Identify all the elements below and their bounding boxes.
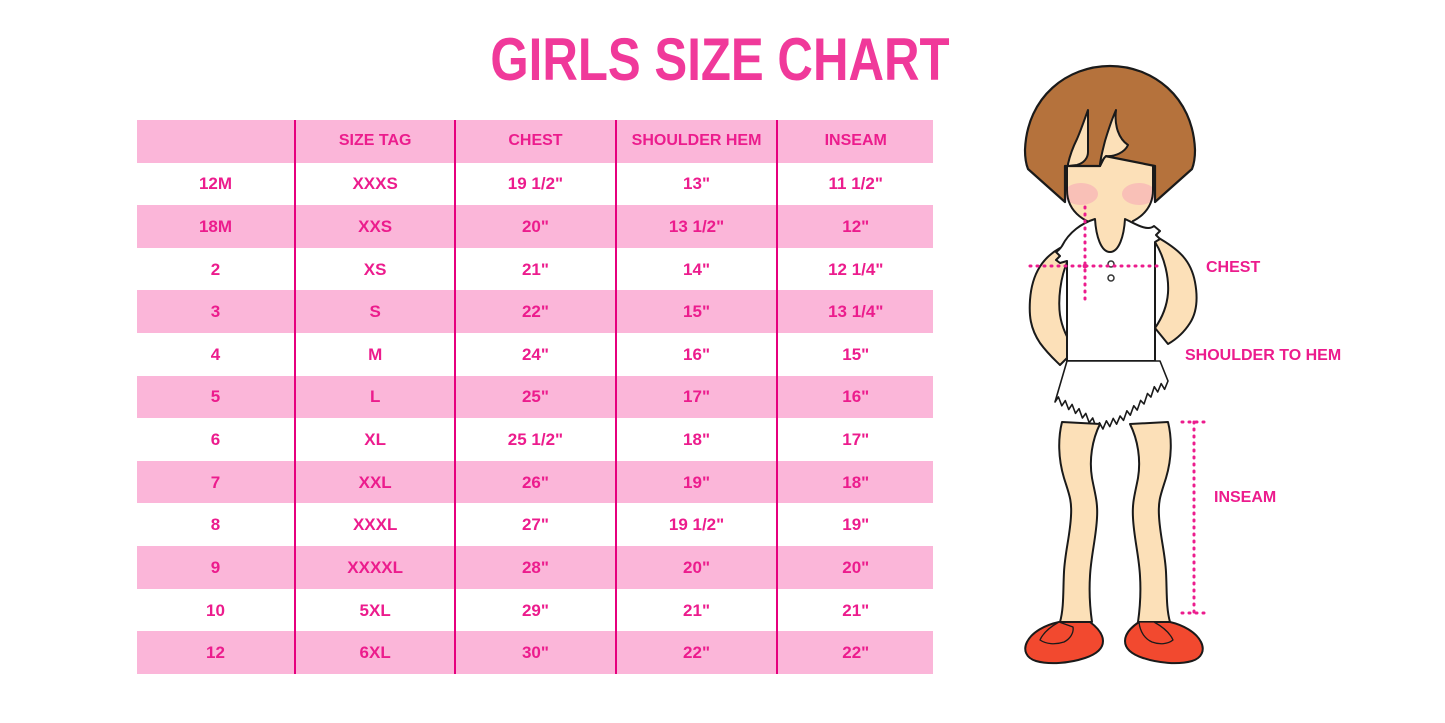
svg-text:CHEST: CHEST	[1206, 259, 1260, 276]
svg-text:INSEAM: INSEAM	[1214, 489, 1276, 506]
svg-text:SHOULDER TO HEM: SHOULDER TO HEM	[1185, 347, 1341, 364]
